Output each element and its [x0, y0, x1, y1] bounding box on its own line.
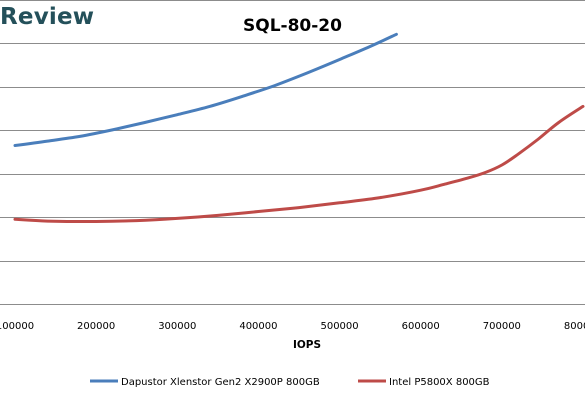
x-axis-title: IOPS: [293, 339, 321, 351]
x-tick-label: 800000: [564, 321, 585, 332]
series-line-1: [13, 32, 398, 147]
x-tick-label: 200000: [77, 321, 115, 332]
x-tick-label: 100000: [0, 321, 34, 332]
series-line-2: [13, 104, 585, 224]
x-tick-label: 600000: [402, 321, 440, 332]
x-tick-label: 400000: [239, 321, 277, 332]
x-tick-label: 700000: [483, 321, 521, 332]
brand-wordmark: Review: [0, 4, 95, 30]
x-tick-label: 500000: [320, 321, 358, 332]
legend-label: Intel P5800X 800GB: [389, 377, 490, 388]
legend-label: Dapustor Xlenstor Gen2 X2900P 800GB: [121, 377, 320, 388]
chart-title: SQL-80-20: [243, 16, 342, 36]
legend-item-1: Dapustor Xlenstor Gen2 X2900P 800GB: [90, 377, 320, 388]
x-tick-label: 300000: [158, 321, 196, 332]
legend-item-2: Intel P5800X 800GB: [358, 377, 490, 388]
